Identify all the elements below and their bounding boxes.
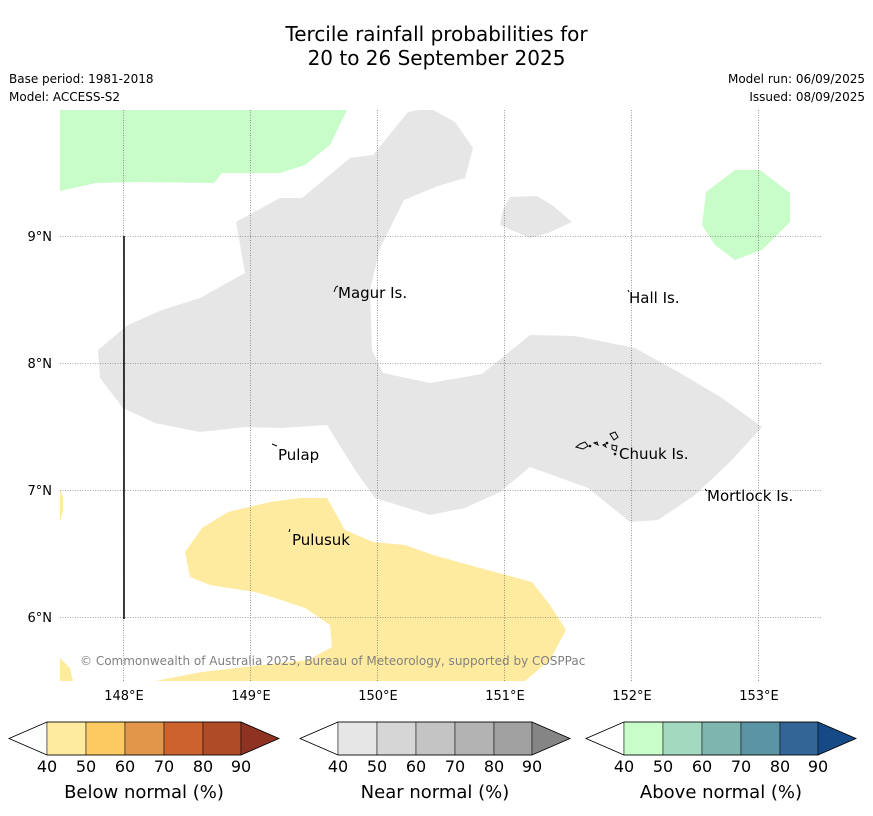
legend-below-tick-40: 40 xyxy=(37,757,57,776)
legend-above-tick-70: 70 xyxy=(731,757,751,776)
legend-below-tri-right xyxy=(240,721,280,756)
legend-above-bin-50-60 xyxy=(662,721,703,756)
probability-regions xyxy=(60,110,790,681)
meta-right: Model run: 06/09/2025 Issued: 08/09/2025 xyxy=(728,70,865,106)
lat-label-6n: 6°N xyxy=(28,611,53,626)
legend-below-outline xyxy=(7,721,281,756)
hall-island-shape xyxy=(627,289,630,293)
legend-below-tick-90: 90 xyxy=(231,757,251,776)
legend-above-bin-60-70 xyxy=(701,721,742,756)
legend-near-tick-60: 60 xyxy=(406,757,426,776)
near-normal-region-north xyxy=(500,196,572,238)
title-line-1: Tercile rainfall probabilities for xyxy=(285,22,588,46)
legend-near-outline xyxy=(298,721,572,756)
meta-left: Base period: 1981-2018 Model: ACCESS-S2 xyxy=(9,70,154,106)
model-name: Model: ACCESS-S2 xyxy=(9,90,121,104)
lat-label-8n: 8°N xyxy=(28,357,53,372)
legend-near-tick-50: 50 xyxy=(367,757,387,776)
below-normal-region-south xyxy=(155,498,566,681)
legend-below-normal: 40 50 60 70 80 90 Below normal (%) xyxy=(7,721,281,803)
place-label-chuuk: Chuuk Is. xyxy=(619,445,688,463)
legend-near-tri-right xyxy=(531,721,571,756)
lon-label-151e: 151°E xyxy=(485,689,525,704)
legend-below-bin-80-90 xyxy=(202,721,242,756)
lon-label-150e: 150°E xyxy=(358,689,398,704)
issued-date: Issued: 08/09/2025 xyxy=(749,90,865,104)
place-label-mortlock: Mortlock Is. xyxy=(707,487,793,505)
legend-below-bin-50-60 xyxy=(85,721,126,756)
legend-above-tick-80: 80 xyxy=(770,757,790,776)
copyright-notice: © Commonwealth of Australia 2025, Bureau… xyxy=(80,654,585,668)
model-run: Model run: 06/09/2025 xyxy=(727,72,865,86)
legend-below-tick-60: 60 xyxy=(115,757,135,776)
legend-above-tri-right xyxy=(817,721,857,756)
lat-label-7n: 7°N xyxy=(28,484,53,499)
legend-below-tick-70: 70 xyxy=(154,757,174,776)
legend-near-tick-90: 90 xyxy=(522,757,542,776)
lat-label-9n: 9°N xyxy=(28,230,53,245)
below-normal-region-southwest xyxy=(60,658,73,681)
legend-below-tri-left xyxy=(8,721,48,756)
legend-near-bin-60-70 xyxy=(415,721,456,756)
lon-label-152e: 152°E xyxy=(612,689,652,704)
latitude-labels: 9°N 8°N 7°N 6°N xyxy=(28,230,53,626)
legend-above-bin-70-80 xyxy=(740,721,781,756)
mortlock-island-shape xyxy=(704,488,708,492)
legend-near-normal: 40 50 60 70 80 90 Near normal (%) xyxy=(298,721,572,803)
magur-island-shape xyxy=(333,285,339,293)
above-normal-region-east xyxy=(702,170,790,260)
lon-label-153e: 153°E xyxy=(739,689,779,704)
legend-above-tick-90: 90 xyxy=(808,757,828,776)
legend-below-bin-60-70 xyxy=(124,721,165,756)
legend-above-bin-40-50 xyxy=(623,721,664,756)
below-normal-region-west xyxy=(60,488,63,522)
pulusuk-island-shape xyxy=(288,528,291,533)
place-label-pulusuk: Pulusuk xyxy=(292,531,350,549)
legend-above-tri-left xyxy=(585,721,625,756)
legend-above-title: Above normal (%) xyxy=(640,782,802,803)
longitude-labels: 148°E 149°E 150°E 151°E 152°E 153°E xyxy=(104,689,779,704)
legend-above-tick-60: 60 xyxy=(692,757,712,776)
legend-near-title: Near normal (%) xyxy=(361,782,510,803)
legend-above-tick-50: 50 xyxy=(653,757,673,776)
legend-below-title: Below normal (%) xyxy=(64,782,224,803)
near-normal-region-main xyxy=(98,110,762,522)
map-title: Tercile rainfall probabilities for 20 to… xyxy=(0,22,873,70)
legend-above-tick-40: 40 xyxy=(614,757,634,776)
legend-below-tick-80: 80 xyxy=(193,757,213,776)
base-period: Base period: 1981-2018 xyxy=(9,72,154,86)
legend-near-bin-50-60 xyxy=(376,721,417,756)
chuuk-lagoon-shape xyxy=(574,431,619,456)
legend-below-bin-40-50 xyxy=(46,721,87,756)
title-line-2: 20 to 26 September 2025 xyxy=(307,46,566,70)
above-normal-region-west xyxy=(60,110,347,191)
legend-near-tick-40: 40 xyxy=(328,757,348,776)
legend-above-normal: 40 50 60 70 80 90 Above normal (%) xyxy=(584,721,858,803)
legend-near-bin-40-50 xyxy=(337,721,378,756)
legend-near-bin-80-90 xyxy=(493,721,533,756)
legend-above-outline xyxy=(584,721,858,756)
legend-above-bin-80-90 xyxy=(779,721,819,756)
lon-label-148e: 148°E xyxy=(104,689,144,704)
lon-label-149e: 149°E xyxy=(231,689,271,704)
legend-near-tick-70: 70 xyxy=(445,757,465,776)
place-label-hall: Hall Is. xyxy=(629,289,680,307)
legend-below-bin-70-80 xyxy=(163,721,204,756)
place-label-pulap: Pulap xyxy=(278,446,319,464)
legend-near-bin-70-80 xyxy=(454,721,495,756)
legend-below-tick-50: 50 xyxy=(76,757,96,776)
island-outlines xyxy=(271,285,708,533)
place-label-magur: Magur Is. xyxy=(338,284,407,302)
pulap-island-shape xyxy=(271,443,278,447)
legend-near-tri-left xyxy=(299,721,339,756)
legend-near-tick-80: 80 xyxy=(484,757,504,776)
